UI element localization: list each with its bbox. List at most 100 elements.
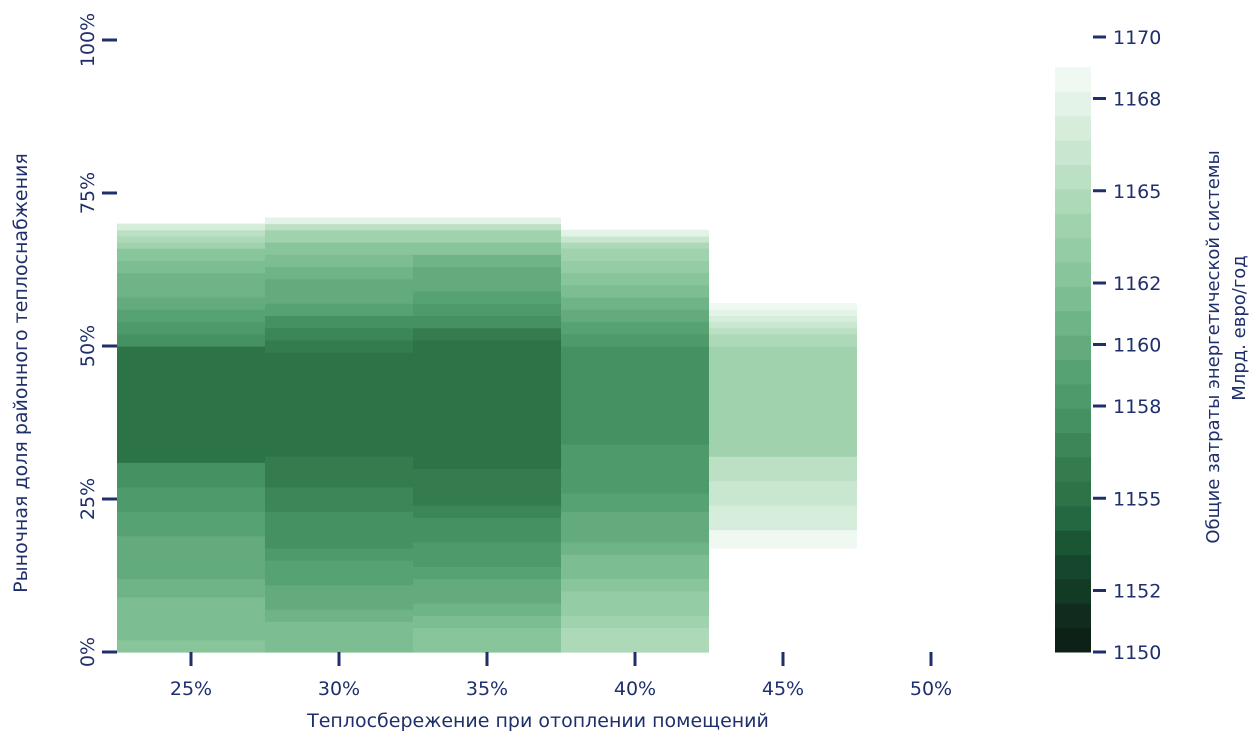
heatmap-cell-35-16 [413, 339, 561, 353]
heatmap-cell-40-2 [561, 615, 709, 629]
heatmap-cell-30-23 [265, 229, 413, 243]
heatmap-cell-25-21 [117, 235, 265, 243]
colorbar-bin [1055, 383, 1091, 409]
heatmap-cell-40-4 [561, 590, 709, 604]
heatmap-cell-40-11 [561, 492, 709, 512]
colorbar-bin [1055, 262, 1091, 287]
heatmap-cell-35-15 [413, 352, 561, 451]
heatmap-cell-25-17 [117, 272, 265, 286]
heatmap-cell-25-4 [117, 560, 265, 580]
heatmap-cell-25-1 [117, 621, 265, 641]
heatmap-cell-45-5 [709, 370, 857, 408]
heatmap-cell-30-4 [265, 584, 413, 598]
colorbar-tick-label: 1155 [1113, 488, 1161, 510]
colorbar-bin [1055, 335, 1091, 360]
colorbar-bin [1055, 115, 1091, 141]
colorbar-bin [1055, 408, 1091, 434]
heatmap-cell-40-18 [561, 297, 709, 310]
heatmap-cell-30-2 [265, 609, 413, 622]
colorbar-tick-label: 1165 [1113, 181, 1161, 203]
colorbar-tick-label: 1160 [1113, 335, 1161, 357]
x-tick-label: 45% [762, 678, 804, 700]
heatmap-cell-25-7 [117, 486, 265, 512]
heatmap-cell-35-7 [413, 554, 561, 567]
heatmap-cell-35-3 [413, 603, 561, 616]
x-tick-label: 30% [318, 678, 360, 700]
heatmap-cell-25-16 [117, 284, 265, 298]
heatmap-cell-25-8 [117, 462, 265, 488]
heatmap-cell-45-10 [709, 315, 857, 323]
colorbar-bin [1055, 457, 1091, 482]
y-axis-label: Рыночная доля районного теплоснабжения [10, 153, 32, 593]
heatmap-cell-45-7 [709, 333, 857, 347]
heatmap-cell-35-8 [413, 541, 561, 555]
heatmap-cell-25-23 [117, 223, 265, 231]
heatmap-cell-40-1 [561, 627, 709, 644]
heatmap-cell-40-8 [561, 541, 709, 555]
colorbar-bin [1055, 188, 1091, 214]
heatmap-cell-25-9 [117, 425, 265, 463]
colorbar-bin [1055, 530, 1091, 555]
heatmap-cell-25-12 [117, 333, 265, 347]
x-axis-label: Теплосбережение при отоплении помещений [306, 710, 769, 732]
heatmap-cell-35-20 [413, 290, 561, 304]
heatmap-cell-35-25 [413, 229, 561, 243]
colorbar-tick-label: 1152 [1113, 581, 1161, 603]
heatmap-cell-40-13 [561, 443, 709, 469]
heatmap-cell-25-19 [117, 248, 265, 261]
heatmap-cell-25-0 [117, 639, 265, 653]
heatmap-cell-40-19 [561, 284, 709, 298]
heatmap-cell-35-1 [413, 627, 561, 641]
heatmap-cell-40-14 [561, 346, 709, 445]
colorbar-bin [1055, 505, 1091, 531]
heatmap-cell-40-9 [561, 529, 709, 543]
heatmap-cell-35-14 [413, 450, 561, 469]
heatmap-cell-45-3 [709, 456, 857, 482]
heatmap-cell-35-17 [413, 327, 561, 341]
heatmap-cell-25-5 [117, 535, 265, 561]
heatmap-cell-40-0 [561, 642, 709, 653]
heatmap-cell-25-2 [117, 596, 265, 622]
heatmap-cell-25-10 [117, 388, 265, 427]
colorbar-bin [1055, 359, 1091, 385]
heatmap-cell-35-23 [413, 254, 561, 268]
heatmap-cell-35-19 [413, 303, 561, 316]
x-axis: 25% 30% 35% 40% 45% 50% [170, 652, 952, 700]
heatmap-cell-35-5 [413, 578, 561, 592]
heatmap-cell-40-20 [561, 272, 709, 286]
heatmap-cell-40-22 [561, 248, 709, 261]
heatmap-cell-40-5 [561, 578, 709, 592]
colorbar-label-line1: Общие затраты энергетической системы [1203, 150, 1224, 543]
colorbar-bin [1055, 213, 1091, 239]
heatmap-cell-45-8 [709, 327, 857, 335]
heatmap-cell-30-17 [265, 303, 413, 316]
heatmap-cell-30-16 [265, 315, 413, 329]
heatmap-cell-30-24 [265, 223, 413, 231]
heatmap-cell-35-11 [413, 505, 561, 518]
heatmap-cell-45-4 [709, 407, 857, 457]
heatmap-cell-30-3 [265, 596, 413, 610]
heatmap-cell-40-23 [561, 241, 709, 249]
heatmap-cell-30-6 [265, 560, 413, 574]
heatmap-cell-40-7 [561, 554, 709, 567]
heatmap-cell-40-25 [561, 229, 709, 237]
heatmap-cell-45-0 [709, 529, 857, 549]
colorbar-bin [1055, 481, 1091, 507]
colorbar-bin [1055, 554, 1091, 580]
heatmap-cell-45-9 [709, 321, 857, 329]
heatmap-cell-35-27 [413, 217, 561, 225]
heatmap-cell-35-18 [413, 315, 561, 329]
heatmap-cell-25-15 [117, 297, 265, 310]
y-tick-label: 100% [77, 13, 99, 67]
heatmap-cell-25-6 [117, 511, 265, 537]
x-tick-label: 50% [910, 678, 952, 700]
heatmap-cell-35-26 [413, 223, 561, 231]
y-tick-label: 25% [77, 478, 99, 520]
heatmap-cell-30-8 [265, 529, 413, 549]
heatmap-cell-25-18 [117, 260, 265, 274]
heatmap-cell-30-21 [265, 254, 413, 268]
heatmap-cell-30-14 [265, 339, 413, 353]
heatmap-cell-35-21 [413, 278, 561, 292]
heatmap-cell-30-25 [265, 217, 413, 225]
